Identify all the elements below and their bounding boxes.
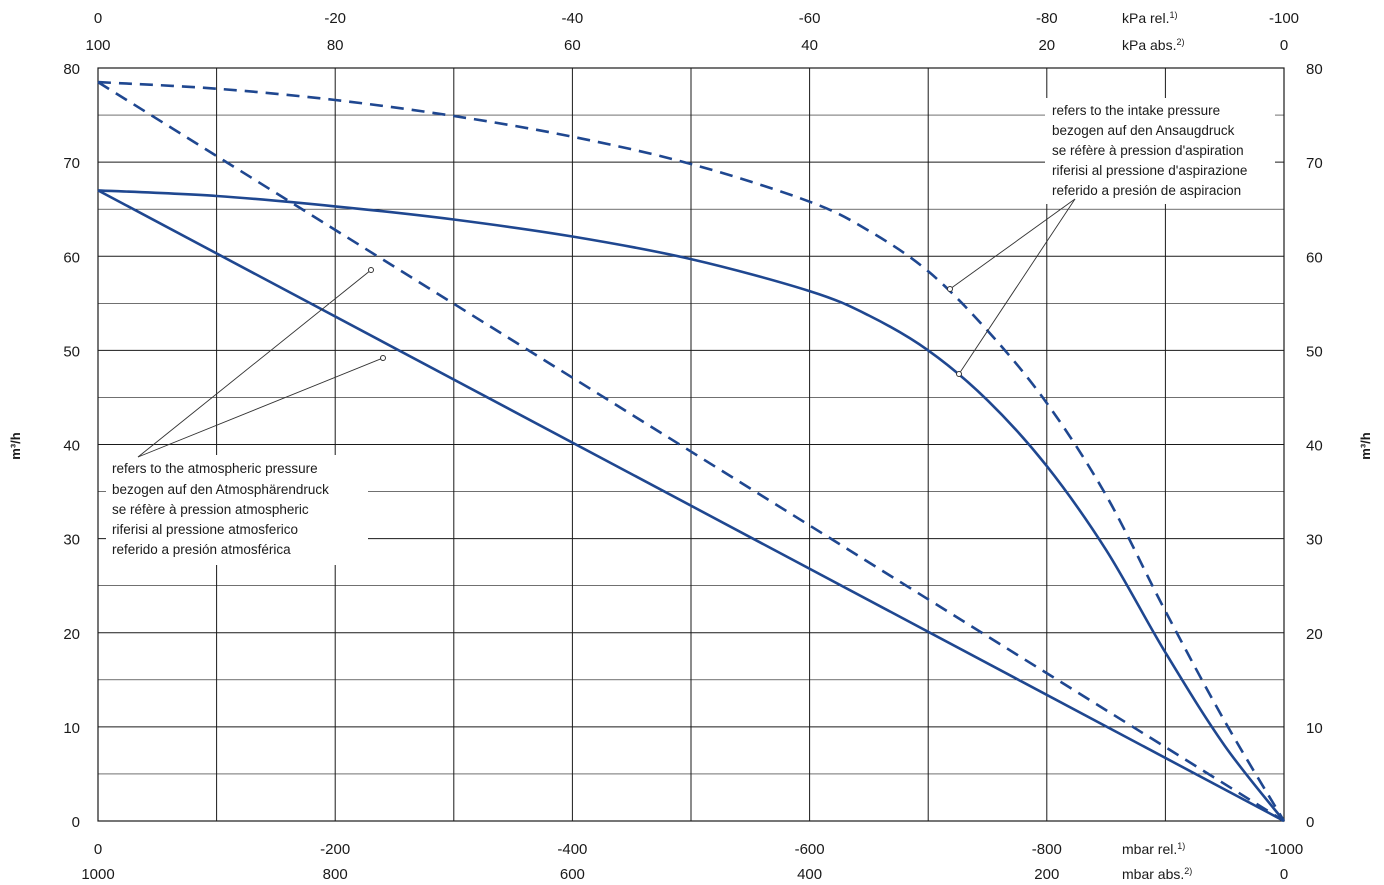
x-top-tick-label: -80 <box>1036 10 1058 27</box>
annotation-intake-line-4: riferisi al pressione d'aspirazione <box>1052 163 1247 178</box>
y-tick-label-right: 30 <box>1306 532 1323 549</box>
x-top-abs-tick-label: 40 <box>801 37 818 54</box>
x-bottom-tick-label: -800 <box>1032 841 1062 858</box>
x-bottom-abs-tick-label: 400 <box>797 866 822 883</box>
y-tick-label-right: 40 <box>1306 438 1323 455</box>
y-tick-label-right: 0 <box>1306 814 1314 831</box>
y-tick-label-left: 30 <box>63 532 80 549</box>
y-tick-label-right: 60 <box>1306 249 1323 266</box>
annotation-intake-line-2: bezogen auf den Ansaugdruck <box>1052 123 1235 138</box>
x-top-tick-label: -100 <box>1269 10 1299 27</box>
y-tick-label-left: 20 <box>63 626 80 643</box>
top-primary-unit: kPa rel.1) <box>1122 10 1177 26</box>
y-axis-label-left: m³/h <box>8 432 23 460</box>
top-secondary-unit-label: kPa abs. <box>1122 37 1176 53</box>
annotation-intake-marker-lower <box>956 371 962 377</box>
annotation-intake-leader-upper <box>949 198 1076 290</box>
x-bottom-tick-label: -400 <box>557 841 587 858</box>
annotation-atmospheric-line-2: bezogen auf den Atmosphärendruck <box>112 482 329 497</box>
annotation-intake-box <box>1045 98 1275 204</box>
y-tick-label-right: 50 <box>1306 343 1323 360</box>
series-line-1 <box>97 189 1285 823</box>
annotation-intake-line-1: refers to the intake pressure <box>1052 103 1220 118</box>
annotation-intake-line-3: se réfère à pression d'aspiration <box>1052 143 1244 158</box>
x-top-abs-tick-label: 0 <box>1280 37 1288 54</box>
annotation-atmospheric-marker-upper <box>368 267 374 273</box>
x-top-abs-tick-label: 100 <box>85 37 110 54</box>
x-bottom-abs-tick-label: 600 <box>560 866 585 883</box>
top-primary-unit-sup: 1) <box>1169 10 1177 20</box>
x-bottom-tick-label: -200 <box>320 841 350 858</box>
annotation-atmospheric-line-4: riferisi al pressione atmosferico <box>112 522 298 537</box>
y-tick-label-left: 10 <box>63 720 80 737</box>
top-primary-unit-label: kPa rel. <box>1122 10 1169 26</box>
x-bottom-abs-tick-label: 0 <box>1280 866 1288 883</box>
y-tick-label-left: 80 <box>63 61 80 78</box>
annotation-atmospheric-box <box>106 455 368 565</box>
x-top-tick-label: -40 <box>562 10 584 27</box>
x-bottom-tick-label: -1000 <box>1265 841 1303 858</box>
x-top-tick-label: -20 <box>324 10 346 27</box>
annotation-intake-marker-upper <box>947 286 953 292</box>
y-tick-label-right: 70 <box>1306 155 1323 172</box>
y-tick-label-right: 20 <box>1306 626 1323 643</box>
bottom-primary-unit-sup: 1) <box>1177 841 1185 851</box>
x-top-abs-tick-label: 80 <box>327 37 344 54</box>
annotation-atmospheric-line-1: refers to the atmospheric pressure <box>112 461 318 476</box>
annotation-atmospheric: refers to the atmospheric pressure bezog… <box>106 267 386 565</box>
y-tick-label-right: 80 <box>1306 61 1323 78</box>
curves <box>97 80 1286 823</box>
y-tick-label-left: 50 <box>63 343 80 360</box>
x-bottom-abs-tick-label: 1000 <box>81 866 114 883</box>
bottom-secondary-unit-sup: 2) <box>1184 866 1192 876</box>
annotation-intake-line-5: referido a presión de aspiracion <box>1052 183 1241 198</box>
x-top-tick-label: 0 <box>94 10 102 27</box>
y-axis-label-right: m³/h <box>1358 432 1373 460</box>
y-tick-label-left: 70 <box>63 155 80 172</box>
x-bottom-tick-label: 0 <box>94 841 102 858</box>
x-bottom-abs-tick-label: 200 <box>1034 866 1059 883</box>
y-tick-label-left: 60 <box>63 249 80 266</box>
bottom-secondary-unit-label: mbar abs. <box>1122 866 1184 882</box>
series-line-2 <box>97 81 1285 823</box>
bottom-primary-unit-label: mbar rel. <box>1122 841 1177 857</box>
x-top-tick-label: -60 <box>799 10 821 27</box>
top-secondary-unit: kPa abs.2) <box>1122 37 1185 53</box>
annotation-intake-leader-lower <box>958 198 1076 375</box>
y-tick-label-left: 0 <box>72 814 80 831</box>
x-bottom-abs-tick-label: 800 <box>323 866 348 883</box>
annotation-atmospheric-marker-lower <box>380 355 386 361</box>
y-tick-label-left: 40 <box>63 438 80 455</box>
annotation-atmospheric-leader-upper <box>137 269 372 458</box>
series-line-3 <box>97 189 1286 822</box>
annotation-intake: refers to the intake pressure bezogen au… <box>947 98 1275 377</box>
annotation-atmospheric-line-3: se réfère à pression atmospheric <box>112 502 309 517</box>
top-secondary-unit-sup: 2) <box>1176 37 1184 47</box>
x-top-abs-tick-label: 60 <box>564 37 581 54</box>
x-bottom-tick-label: -600 <box>795 841 825 858</box>
annotation-atmospheric-line-5: referido a presión atmosférica <box>112 542 291 557</box>
bottom-secondary-unit: mbar abs.2) <box>1122 866 1192 882</box>
bottom-primary-unit: mbar rel.1) <box>1122 841 1185 857</box>
x-top-abs-tick-label: 20 <box>1038 37 1055 54</box>
annotation-atmospheric-leader-lower <box>137 357 384 458</box>
y-tick-label-right: 10 <box>1306 720 1323 737</box>
